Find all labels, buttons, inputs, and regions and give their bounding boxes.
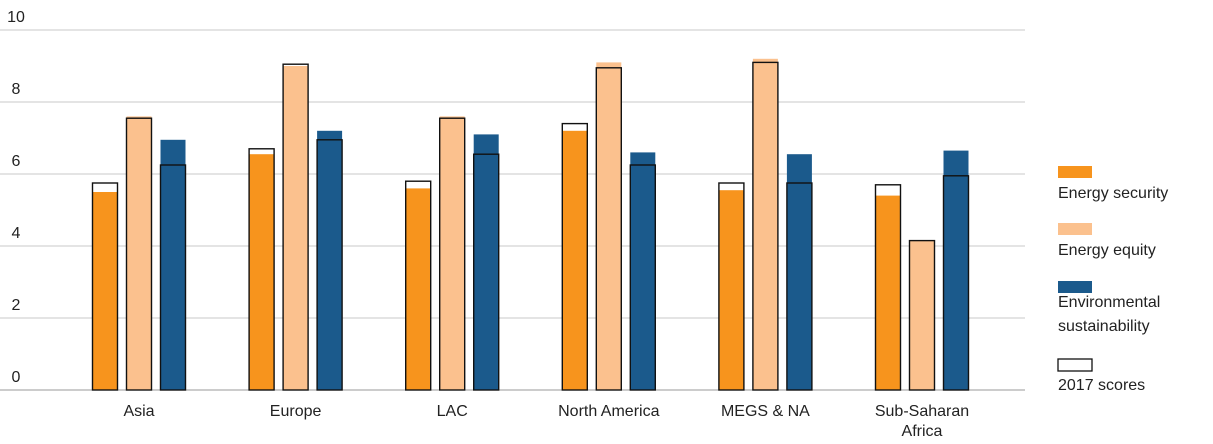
x-axis-category-labels: Asia Europe LAC North America MEGS & NA Sub-S… bbox=[123, 403, 969, 440]
bar-energy-equity bbox=[283, 66, 309, 390]
y-tick-label: 2 bbox=[12, 297, 21, 314]
y-tick-label: 6 bbox=[12, 153, 21, 170]
2017-score-outline bbox=[439, 117, 466, 391]
2017-score-outline bbox=[91, 182, 119, 391]
bar-energy-equity bbox=[596, 62, 622, 391]
bar-environmental-sustainability bbox=[473, 134, 499, 390]
legend-swatch bbox=[1058, 166, 1092, 178]
y-tick-label: 4 bbox=[12, 225, 21, 242]
bar-energy-security bbox=[92, 192, 118, 390]
2017-score-outlines bbox=[91, 61, 970, 391]
bar-environmental-sustainability bbox=[317, 130, 343, 391]
legend-label: Energy security bbox=[1058, 185, 1168, 202]
bar-energy-security bbox=[405, 188, 431, 390]
2017-score-outline bbox=[786, 182, 813, 391]
y-tick-label: 8 bbox=[12, 81, 21, 98]
bar-energy-security bbox=[562, 130, 588, 391]
2017-score-outline bbox=[248, 148, 275, 391]
2017-score-outline bbox=[874, 184, 902, 391]
x-category-label: LAC bbox=[437, 403, 468, 420]
2017-score-outline bbox=[561, 122, 588, 391]
bar-environmental-sustainability bbox=[786, 154, 812, 390]
legend-label: Environmental sustainability bbox=[1058, 294, 1160, 335]
bar-energy-security bbox=[718, 190, 744, 390]
gridlines bbox=[0, 29, 1025, 391]
2017-score-outline bbox=[159, 164, 187, 391]
bar-energy-equity bbox=[439, 116, 465, 391]
x-category-label: Sub-Saharan Africa bbox=[875, 403, 969, 440]
bar-energy-equity bbox=[126, 116, 152, 391]
2017-score-outline bbox=[752, 61, 779, 391]
legend-swatch bbox=[1058, 281, 1092, 293]
2017-score-outline bbox=[405, 180, 432, 391]
2017-score-outline bbox=[629, 164, 656, 391]
bars bbox=[92, 58, 969, 391]
x-category-label: MEGS & NA bbox=[721, 403, 810, 420]
2017-score-outline bbox=[282, 63, 309, 391]
legend-swatch bbox=[1057, 358, 1093, 372]
x-category-label: Europe bbox=[270, 403, 322, 420]
bar-environmental-sustainability bbox=[160, 139, 186, 390]
2017-score-outline bbox=[125, 117, 153, 391]
legend-label: Energy equity bbox=[1058, 242, 1156, 259]
bar-environmental-sustainability bbox=[943, 150, 969, 390]
x-category-label: Asia bbox=[123, 403, 154, 420]
bar-energy-security bbox=[875, 195, 901, 390]
y-tick-label: 10 bbox=[7, 9, 25, 26]
legend-label: 2017 scores bbox=[1058, 377, 1145, 394]
bar-energy-security bbox=[249, 154, 275, 390]
x-category-label: North America bbox=[558, 403, 659, 420]
2017-score-outline bbox=[595, 67, 622, 391]
2017-score-outline bbox=[718, 182, 745, 391]
2017-score-outline bbox=[316, 139, 343, 391]
bar-energy-equity bbox=[909, 240, 935, 390]
2017-score-outline bbox=[942, 175, 970, 391]
y-axis-tick-labels: 0 2 4 6 8 10 bbox=[7, 9, 25, 386]
y-tick-label: 0 bbox=[12, 369, 21, 386]
legend: Energy security Energy equity Environmenta… bbox=[1057, 166, 1168, 394]
2017-score-outline bbox=[473, 153, 500, 391]
2017-score-outline bbox=[908, 239, 936, 391]
bar-environmental-sustainability bbox=[630, 152, 656, 390]
bar-energy-equity bbox=[752, 58, 778, 391]
legend-swatch bbox=[1058, 223, 1092, 235]
